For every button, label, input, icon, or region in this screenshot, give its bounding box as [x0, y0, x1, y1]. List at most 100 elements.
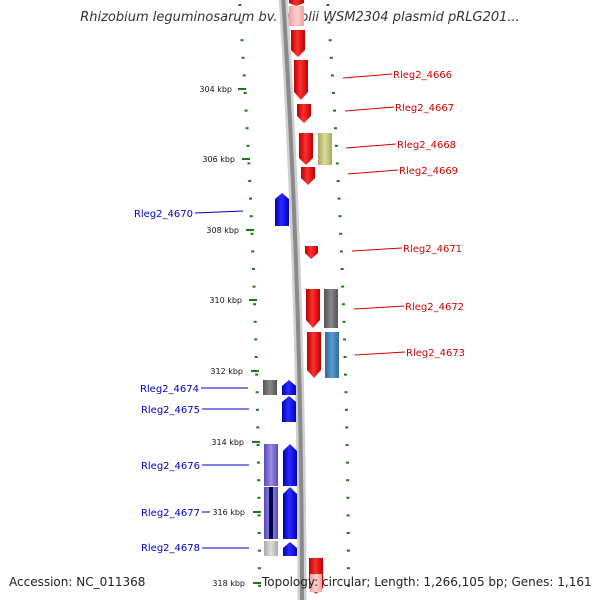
ruler-dot: [333, 109, 336, 112]
tick-label: 314 kbp: [211, 438, 244, 447]
gene-cog-box[interactable]: [310, 574, 322, 592]
ruler-dot: [257, 479, 261, 482]
ruler-dot: [257, 496, 261, 499]
tick-label: 306 kbp: [202, 155, 235, 164]
ruler-dot: [339, 250, 343, 253]
ruler-dot: [243, 92, 247, 94]
ruler-dot: [342, 320, 346, 323]
ruler-dot: [257, 549, 261, 552]
gene-cog-box[interactable]: [318, 133, 332, 165]
ruler-dot: [346, 514, 350, 517]
genome-summary-text: Topology: circular; Length: 1,266,105 bp…: [262, 575, 592, 589]
gene-arrow[interactable]: [305, 246, 318, 259]
gene-label[interactable]: Rleg2_4666: [393, 70, 452, 81]
gene-label[interactable]: Rleg2_4676: [141, 461, 200, 472]
ruler-dot: [257, 567, 261, 570]
ruler-dot: [239, 21, 243, 24]
gene-arrow[interactable]: [299, 133, 313, 165]
gene-label[interactable]: Rleg2_4669: [399, 166, 458, 177]
ruler-dot: [241, 56, 245, 59]
ruler-dot: [328, 39, 332, 42]
gene-label[interactable]: Rleg2_4668: [397, 140, 456, 151]
ruler-dot: [255, 373, 259, 376]
reverse-genes: [263, 193, 297, 556]
gene-arrow[interactable]: [297, 104, 311, 123]
ruler-dot: [242, 74, 246, 77]
tick-label: 318 kbp: [212, 579, 245, 588]
ruler-dot: [256, 426, 260, 429]
gene-label[interactable]: Rleg2_4678: [141, 543, 200, 554]
gene-arrow[interactable]: [282, 380, 296, 395]
ruler-dot: [344, 391, 348, 394]
gene-arrow[interactable]: [291, 30, 305, 57]
ruler-dot: [326, 4, 330, 6]
gene-label[interactable]: Rleg2_4671: [403, 244, 462, 255]
gene-arrow[interactable]: [301, 167, 315, 185]
label-leader: [345, 143, 397, 149]
ruler-dot: [258, 584, 261, 587]
ruler-dot: [343, 338, 346, 341]
ruler-dot: [341, 303, 345, 306]
label-leader: [353, 305, 405, 310]
forward-genes: [289, 0, 339, 594]
gene-cog-box[interactable]: [325, 332, 339, 378]
gene-label[interactable]: Rleg2_4677: [141, 508, 200, 519]
ruler-dot: [347, 584, 350, 587]
ruler-dot: [247, 162, 251, 165]
label-leader: [354, 351, 406, 356]
ruler-dot: [248, 180, 252, 182]
gene-arrow[interactable]: [289, 6, 304, 26]
ruler-dot: [256, 408, 259, 411]
ruler-dot: [346, 532, 350, 534]
ruler-dot: [245, 127, 249, 130]
gene-label[interactable]: Rleg2_4667: [395, 103, 454, 114]
label-leader: [347, 169, 399, 175]
ruler-dot: [256, 444, 260, 446]
gene-label[interactable]: Rleg2_4670: [134, 209, 193, 220]
label-leader: [344, 106, 395, 112]
gene-cog-box[interactable]: [264, 541, 278, 556]
gene-cog-box[interactable]: [264, 444, 278, 486]
ruler-dot: [244, 109, 248, 112]
accession-text: Accession: NC_011368: [9, 575, 146, 589]
gene-arrow[interactable]: [283, 542, 297, 556]
gene-label[interactable]: Rleg2_4672: [405, 302, 464, 313]
ruler-dot: [346, 549, 350, 552]
gene-cog-box[interactable]: [263, 380, 277, 395]
ruler-dot: [254, 338, 258, 341]
ruler-dot: [246, 144, 250, 147]
ruler-dot: [255, 391, 259, 394]
genome-backbone-core: [281, 0, 304, 600]
gene-arrow[interactable]: [307, 332, 321, 378]
gene-arrow[interactable]: [294, 60, 308, 100]
ruler-dot: [346, 496, 350, 499]
gene-arrow[interactable]: [283, 444, 297, 486]
gene-label[interactable]: Rleg2_4674: [140, 384, 199, 395]
ruler-dot: [249, 197, 252, 200]
ruler-dot: [330, 74, 334, 77]
gene-label[interactable]: Rleg2_4675: [141, 405, 200, 416]
gene-arrow[interactable]: [283, 487, 297, 539]
gene-cog-box[interactable]: [269, 487, 273, 539]
label-leader: [351, 247, 403, 252]
gene-arrow[interactable]: [282, 396, 296, 422]
ruler-dot: [329, 56, 333, 59]
ruler-dot: [249, 215, 253, 218]
ruler-dot: [344, 408, 348, 411]
gene-arrow[interactable]: [306, 289, 320, 328]
gene-cog-box[interactable]: [324, 289, 338, 328]
reverse-labels: Rleg2_4670 Rleg2_4674 Rleg2_4675 Rleg2_4…: [134, 209, 249, 554]
tick-label: 310 kbp: [209, 296, 242, 305]
ruler-dots-left: [238, 4, 261, 587]
gene-arrow[interactable]: [275, 193, 289, 226]
ruler-dot: [336, 180, 340, 182]
ruler-dot: [240, 39, 244, 42]
gene-arrow[interactable]: [289, 0, 304, 6]
ruler-dot: [345, 426, 349, 429]
ruler-dot: [339, 232, 343, 235]
ruler-dot: [327, 21, 331, 24]
label-leader: [342, 73, 393, 79]
gene-label[interactable]: Rleg2_4673: [406, 348, 465, 359]
ruler-dot: [334, 144, 338, 147]
